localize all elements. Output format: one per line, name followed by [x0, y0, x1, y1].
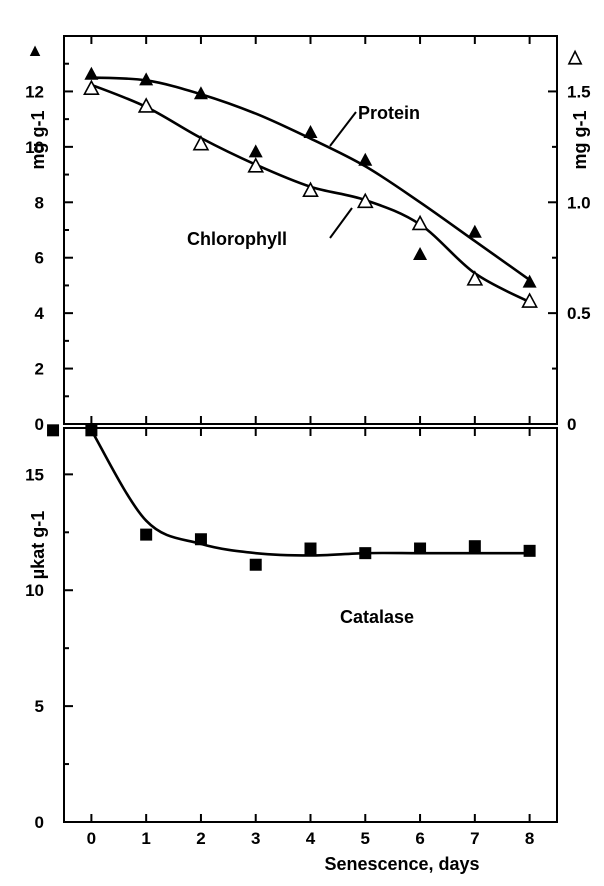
left-y-axis-title-top: mg g-1 — [28, 110, 48, 169]
x-tick-label: 2 — [196, 829, 205, 848]
top-panel-frame — [63, 35, 558, 425]
top-right-y-tick-label: 0.5 — [567, 304, 591, 323]
x-tick-label: 6 — [415, 829, 424, 848]
catalase-point — [414, 542, 427, 555]
chlorophyll-point — [521, 292, 538, 308]
catalase-fit-curve — [90, 429, 530, 557]
chlorophyll-point — [247, 157, 265, 173]
top-left-y-tick-label: 0 — [35, 415, 44, 434]
x-tick-label: 3 — [251, 829, 260, 848]
x-tick-label: 0 — [87, 829, 96, 848]
catalase-point — [194, 533, 207, 546]
bottom-panel-frame — [63, 427, 558, 823]
top-left-y-tick-label: 2 — [35, 360, 44, 379]
fit-curves — [90, 76, 531, 557]
protein-point — [467, 224, 482, 238]
protein-point — [193, 86, 208, 100]
protein-point — [413, 246, 428, 260]
top-right-y-tick-label: 1.5 — [567, 82, 591, 101]
chlorophyll-point — [411, 214, 429, 231]
catalase-point — [468, 540, 481, 553]
catalase-point — [85, 424, 98, 437]
protein-point — [522, 274, 537, 288]
chlorophyll-point — [356, 192, 374, 209]
catalase-point — [304, 542, 317, 555]
catalase-label: Catalase — [340, 607, 414, 627]
chlorophyll-point — [466, 270, 484, 286]
top-left-y-tick-label: 12 — [25, 82, 44, 101]
chlorophyll-label: Chlorophyll — [187, 229, 287, 249]
chlorophyll-leader-line — [329, 207, 353, 239]
bottom-y-tick-label: 15 — [25, 465, 44, 484]
top-left-y-tick-label: 6 — [35, 249, 44, 268]
catalase-point — [359, 547, 372, 560]
catalase-point — [140, 528, 153, 541]
top-right-y-tick-label: 0 — [567, 415, 576, 434]
data-markers — [47, 66, 538, 571]
x-tick-label: 4 — [306, 829, 316, 848]
x-tick-label: 1 — [141, 829, 150, 848]
catalase-point — [523, 544, 536, 557]
bottom-y-tick-label: 10 — [25, 581, 44, 600]
chlorophyll-point — [83, 79, 100, 96]
chlorophyll-point — [302, 181, 319, 197]
protein-point — [84, 66, 99, 80]
chlorophyll-point — [137, 97, 155, 113]
protein-label: Protein — [358, 103, 420, 123]
catalase-point — [249, 558, 262, 571]
x-tick-label: 7 — [470, 829, 479, 848]
bottom-y-tick-label: 0 — [35, 813, 44, 832]
top-right-y-tick-label: 1.0 — [567, 193, 591, 212]
protein-point — [248, 144, 263, 158]
protein-point — [358, 152, 373, 166]
top-left-y-tick-label: 10 — [25, 138, 44, 157]
bottom-y-tick-label: 5 — [35, 697, 44, 716]
left-axis-marker: ▲ — [26, 40, 44, 60]
protein-leader-line — [329, 111, 357, 147]
axis-ticks — [64, 36, 557, 823]
protein-point — [303, 125, 318, 138]
x-axis-title: Senescence, days — [324, 854, 479, 874]
catalase-outside-axis-point — [47, 424, 60, 437]
chlorophyll-point — [192, 134, 210, 151]
protein-point — [139, 72, 154, 86]
protein-fit-curve — [91, 76, 531, 281]
top-left-y-tick-label: 8 — [35, 193, 44, 212]
right-y-axis-title: mg g-1 — [570, 110, 590, 169]
left-y-axis-title-bottom: µkat g-1 — [28, 511, 48, 579]
top-left-y-tick-label: 4 — [35, 304, 45, 323]
x-tick-label: 8 — [525, 829, 534, 848]
x-tick-label: 5 — [361, 829, 370, 848]
right-axis-marker: △ — [567, 46, 583, 66]
